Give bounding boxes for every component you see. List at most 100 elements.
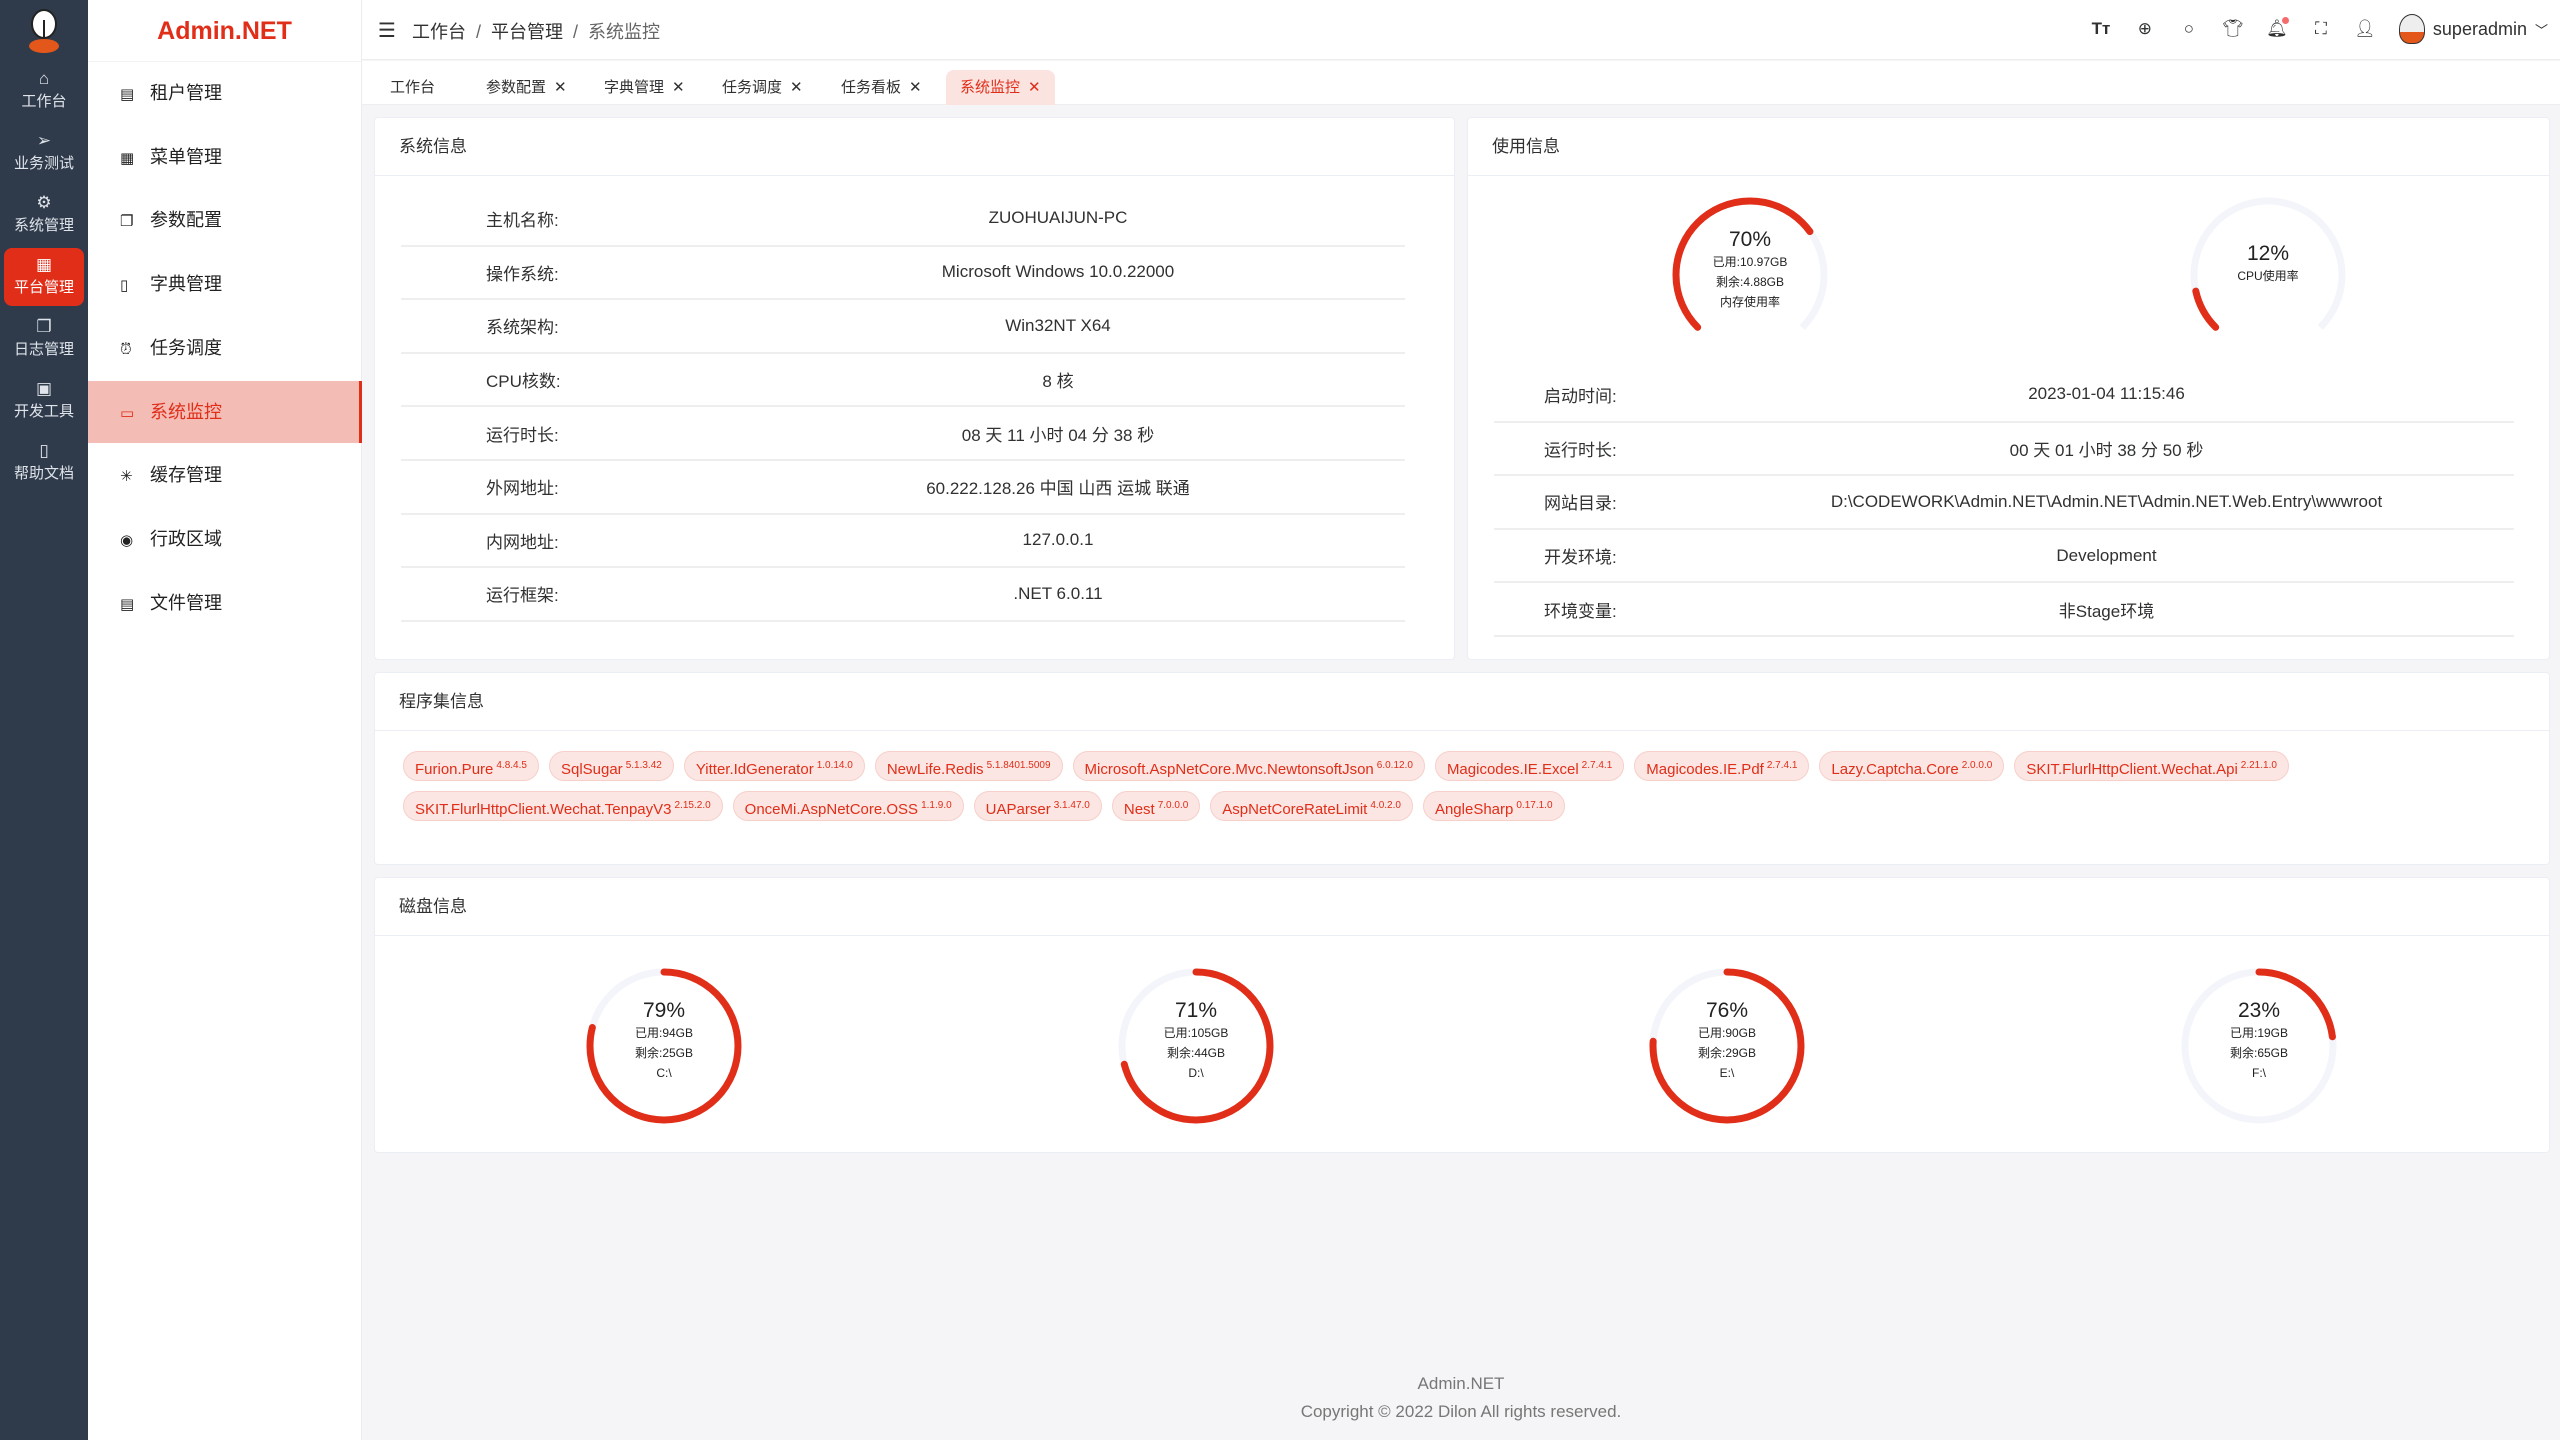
user-dropdown[interactable]: superadmin ﹀ <box>2398 14 2548 44</box>
gauge-text: 剩余:4.88GB <box>1715 275 1785 289</box>
user-icon[interactable]: 👤︎ <box>2354 19 2376 38</box>
top-header: ☰ 工作台 / 平台管理 / 系统监控 Tт ⊕ ○ 👕︎ 🔔︎ ⛶ 👤︎ supera… <box>362 0 2560 60</box>
row-label: 主机名称: <box>401 192 711 247</box>
rail-item-5[interactable]: ▣ 开发工具 <box>4 372 84 430</box>
tab-label: 参数配置 <box>486 79 547 96</box>
send-icon: ➢ <box>36 131 52 150</box>
tab-5[interactable]: 系统监控 ✕ <box>946 70 1055 105</box>
table-row: 内网地址: 127.0.0.1 <box>401 513 1405 569</box>
avatar <box>2398 14 2425 44</box>
disk-card: 磁盘信息 79% 已用:94GB 剩余:25GB C:\ 71% 已用:105GB 剩余:4… <box>374 877 2550 1153</box>
row-label: 外网地址: <box>401 459 711 515</box>
memory-gauge: 70% 已用:10.97GB 剩余:4.88GB 内存使用率 <box>1665 190 1835 360</box>
gauge-text: C:\ <box>656 1066 672 1080</box>
assembly-badge: AspNetCoreRateLimit 4.0.2.0 <box>1210 791 1413 821</box>
row-label: 网站目录: <box>1494 475 1699 530</box>
menu-item-3[interactable]: ▯ 字典管理 <box>88 253 362 315</box>
theme-shirt-icon[interactable]: 👕︎ <box>2222 19 2244 38</box>
tab-label: 系统监控 <box>960 79 1021 96</box>
gauge-value-arc <box>1118 968 1274 1124</box>
gauge-text: 已用:19GB <box>2229 1026 2289 1040</box>
card-title: 磁盘信息 <box>375 878 2549 936</box>
gauge-text: 12% <box>2246 242 2290 265</box>
rail-item-label: 系统管理 <box>13 217 74 234</box>
disk-gauge: 76% 已用:90GB 剩余:29GB E:\ <box>1642 961 1812 1131</box>
close-icon[interactable]: ✕ <box>672 79 685 96</box>
cpu-gauge: 12% CPU使用率 <box>2183 190 2353 360</box>
row-label: 操作系统: <box>401 245 711 301</box>
bell-icon[interactable]: 🔔︎ <box>2266 17 2289 38</box>
row-label: CPU核数: <box>401 352 711 408</box>
assembly-badge: SKIT.FlurlHttpClient.Wechat.TenpayV3 2.15… <box>403 791 723 821</box>
gauge-text: 23% <box>2237 999 2281 1022</box>
row-label: 运行时长: <box>1494 421 1699 477</box>
gauge-text: 已用:105GB <box>1163 1026 1229 1040</box>
breadcrumb-item[interactable]: 工作台 <box>412 22 466 42</box>
assembly-badge: Microsoft.AspNetCore.Mvc.NewtonsoftJson 6… <box>1072 751 1425 781</box>
alarm-clock-icon: ⏰︎ <box>120 340 132 358</box>
location-icon: ◉ <box>120 531 134 549</box>
gauge-text: CPU使用率 <box>2237 269 2299 283</box>
menu-item-8[interactable]: ▤ 文件管理 <box>88 572 362 634</box>
menu-item-label: 缓存管理 <box>150 465 222 486</box>
assembly-badge: Lazy.Captcha.Core 2.0.0.0 <box>1819 751 2005 781</box>
rail-item-3[interactable]: ▦ 平台管理 <box>4 248 84 306</box>
menu-item-2[interactable]: ❐ 参数配置 <box>88 189 362 251</box>
username: superadmin <box>2432 18 2527 39</box>
gauge-text: 已用:10.97GB <box>1712 255 1788 269</box>
rail-item-1[interactable]: ➢ 业务测试 <box>4 124 84 182</box>
gauge-text: 70% <box>1728 228 1772 251</box>
tab-2[interactable]: 字典管理 ✕ <box>590 70 699 105</box>
rail-item-2[interactable]: ⚙ 系统管理 <box>4 186 84 244</box>
search-icon[interactable]: ○ <box>2183 19 2195 38</box>
rail-item-6[interactable]: ▯ 帮助文档 <box>4 434 84 492</box>
font-size-icon[interactable]: Tт <box>2091 19 2111 38</box>
close-icon[interactable]: ✕ <box>1028 79 1041 96</box>
gauge-text: 已用:94GB <box>634 1026 694 1040</box>
menu-item-label: 参数配置 <box>150 210 222 231</box>
usage-info-card: 使用信息 70% 已用:10.97GB 剩余:4.88GB 内存使用率 12% CPU使… <box>1467 117 2550 660</box>
tab-4[interactable]: 任务看板 ✕ <box>827 70 936 105</box>
collapse-menu-icon[interactable]: ☰ <box>378 20 396 42</box>
rail-item-label: 开发工具 <box>13 403 74 420</box>
footer-brand: Admin.NET <box>1417 1374 1505 1393</box>
tab-1[interactable]: 参数配置 ✕ <box>472 70 581 105</box>
close-icon[interactable]: ✕ <box>909 79 922 96</box>
assembly-badge: Nest 7.0.0.0 <box>1111 791 1201 821</box>
rail-item-4[interactable]: ❐ 日志管理 <box>4 310 84 368</box>
tab-0[interactable]: 工作台 <box>376 70 449 105</box>
rail-item-label: 帮助文档 <box>13 465 74 482</box>
menu-item-4[interactable]: ⏰︎ 任务调度 <box>88 317 362 379</box>
menu-item-7[interactable]: ◉ 行政区域 <box>88 508 362 570</box>
disk-gauge: 23% 已用:19GB 剩余:65GB F:\ <box>2174 961 2344 1131</box>
language-icon[interactable]: ⊕ <box>2137 19 2153 38</box>
row-value: .NET 6.0.11 <box>711 567 1405 622</box>
menu-item-1[interactable]: ▦ 菜单管理 <box>88 126 362 188</box>
tab-3[interactable]: 任务调度 ✕ <box>708 70 817 105</box>
table-row: 启动时间: 2023-01-04 11:15:46 <box>1494 368 2514 423</box>
usage-info-table: 启动时间: 2023-01-04 11:15:46 运行时长: 00 天 01 小时 … <box>1494 368 2514 637</box>
rail-item-label: 工作台 <box>21 93 67 110</box>
row-label: 系统架构: <box>401 299 711 354</box>
close-icon[interactable]: ✕ <box>790 79 803 96</box>
menu-item-6[interactable]: ✳ 缓存管理 <box>88 444 362 506</box>
menu-item-label: 租户管理 <box>150 83 222 103</box>
row-label: 内网地址: <box>401 513 711 569</box>
copy-document-icon: ❐ <box>120 213 134 231</box>
icon-rail: ⌂ 工作台 ➢ 业务测试 ⚙ 系统管理 ▦ 平台管理 ❐ 日志管理 ▣ 开发工具 ▯ 帮助文档 <box>0 0 88 1440</box>
breadcrumb-item[interactable]: 平台管理 <box>491 22 564 42</box>
gauge-text: 剩余:44GB <box>1166 1046 1226 1060</box>
fullscreen-icon[interactable]: ⛶ <box>2314 19 2327 38</box>
menu-item-0[interactable]: ▤ 租户管理 <box>88 62 362 124</box>
menu-item-label: 系统监控 <box>150 401 222 422</box>
row-value: Microsoft Windows 10.0.22000 <box>711 245 1405 301</box>
menu-item-label: 任务调度 <box>150 337 222 358</box>
card-title: 程序集信息 <box>375 673 2549 731</box>
rail-item-0[interactable]: ⌂ 工作台 <box>4 62 84 120</box>
row-label: 开发环境: <box>1494 528 1699 584</box>
menu-item-5[interactable]: ▭ 系统监控 <box>88 380 362 443</box>
table-row: 系统架构: Win32NT X64 <box>401 299 1405 354</box>
close-icon[interactable]: ✕ <box>554 79 567 96</box>
row-label: 启动时间: <box>1494 368 1699 423</box>
row-value: 8 核 <box>711 352 1405 408</box>
